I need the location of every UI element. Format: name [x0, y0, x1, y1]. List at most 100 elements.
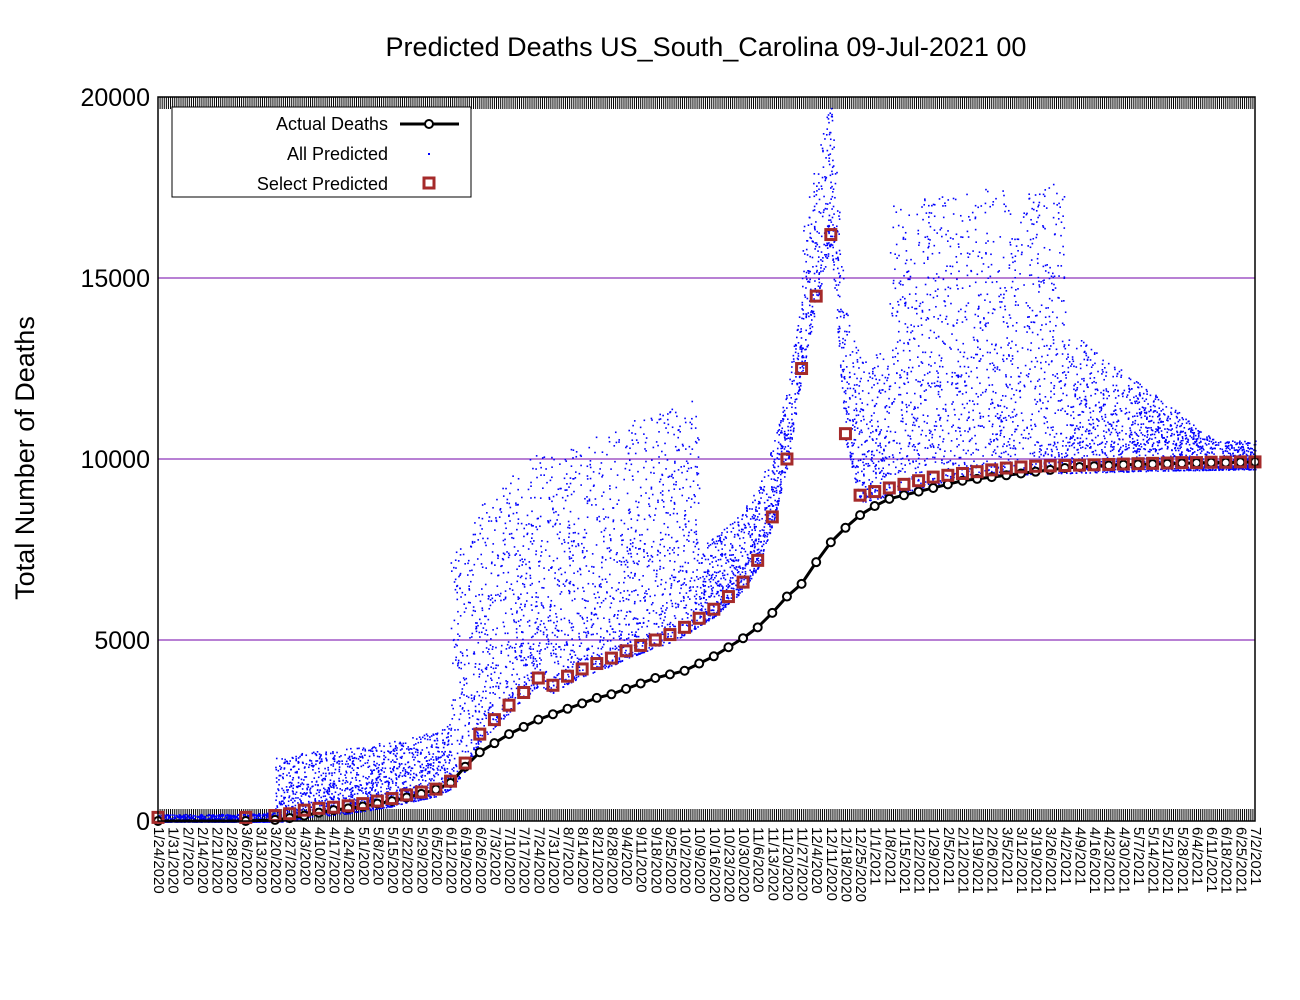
all-predicted-point	[1096, 418, 1099, 421]
all-predicted-point	[593, 613, 596, 616]
all-predicted-point	[998, 417, 1000, 420]
x-tick-label: 2/5/2021	[940, 827, 957, 885]
all-predicted-point	[950, 477, 952, 480]
all-predicted-point	[657, 499, 659, 502]
all-predicted-point	[713, 615, 716, 618]
all-predicted-point	[1038, 378, 1041, 381]
all-predicted-point	[904, 301, 907, 304]
all-predicted-point	[1170, 435, 1172, 437]
all-predicted-point	[387, 758, 390, 761]
all-predicted-point	[827, 255, 830, 257]
all-predicted-point	[862, 461, 864, 464]
all-predicted-point	[1178, 453, 1181, 456]
all-predicted-point	[938, 354, 941, 357]
all-predicted-point	[1017, 249, 1019, 252]
x-tick-label: 6/12/2020	[443, 827, 460, 894]
all-predicted-point	[502, 487, 504, 490]
all-predicted-point	[1006, 445, 1008, 447]
all-predicted-point	[768, 505, 771, 507]
all-predicted-point	[1188, 422, 1191, 425]
all-predicted-point	[827, 226, 830, 228]
all-predicted-point	[1239, 440, 1241, 443]
all-predicted-point	[554, 648, 557, 651]
all-predicted-point	[816, 190, 818, 192]
all-predicted-point	[935, 425, 938, 428]
x-tick-label: 12/18/2020	[837, 827, 854, 902]
all-predicted-point	[999, 405, 1002, 407]
all-predicted-point	[689, 589, 692, 592]
all-predicted-point	[1109, 470, 1111, 473]
all-predicted-point	[836, 289, 838, 291]
all-predicted-point	[1023, 384, 1026, 387]
all-predicted-point	[831, 173, 834, 175]
all-predicted-point	[491, 551, 494, 553]
all-predicted-point	[936, 232, 939, 234]
all-predicted-point	[818, 272, 821, 274]
all-predicted-point	[1204, 469, 1206, 471]
all-predicted-point	[486, 512, 488, 514]
all-predicted-point	[515, 621, 517, 624]
x-tick-label: 1/22/2021	[911, 827, 928, 894]
all-predicted-point	[994, 366, 996, 369]
all-predicted-point	[377, 793, 380, 795]
all-predicted-point	[1108, 394, 1110, 397]
all-predicted-point	[546, 481, 548, 484]
all-predicted-point	[398, 742, 401, 745]
all-predicted-point	[386, 780, 388, 783]
all-predicted-point	[671, 496, 673, 499]
all-predicted-point	[752, 572, 754, 575]
all-predicted-point	[728, 585, 730, 588]
all-predicted-point	[603, 518, 605, 520]
all-predicted-point	[640, 494, 642, 497]
all-predicted-point	[436, 746, 438, 749]
all-predicted-point	[700, 604, 703, 607]
all-predicted-point	[601, 495, 603, 497]
x-tick-label: 12/25/2020	[852, 827, 869, 902]
all-predicted-point	[413, 764, 416, 766]
all-predicted-point	[942, 408, 945, 410]
all-predicted-point	[596, 602, 599, 604]
all-predicted-point	[764, 534, 767, 537]
all-predicted-point	[667, 423, 670, 426]
all-predicted-point	[403, 767, 405, 769]
all-predicted-point	[546, 540, 549, 543]
all-predicted-point	[891, 314, 894, 317]
all-predicted-point	[295, 791, 298, 794]
all-predicted-point	[555, 624, 558, 627]
all-predicted-point	[457, 633, 459, 636]
all-predicted-point	[1030, 380, 1032, 383]
all-predicted-point	[1219, 448, 1222, 450]
all-predicted-point	[584, 674, 587, 677]
all-predicted-point	[904, 464, 906, 466]
all-predicted-point	[1045, 207, 1048, 209]
all-predicted-point	[938, 419, 941, 421]
all-predicted-point	[1133, 470, 1136, 472]
all-predicted-point	[481, 706, 483, 708]
all-predicted-point	[553, 604, 556, 607]
all-predicted-point	[882, 472, 885, 475]
all-predicted-point	[495, 633, 497, 636]
all-predicted-point	[1079, 383, 1082, 386]
all-predicted-point	[648, 503, 650, 505]
all-predicted-point	[509, 696, 512, 698]
all-predicted-point	[941, 340, 944, 343]
all-predicted-point	[906, 271, 909, 273]
all-predicted-point	[726, 559, 729, 562]
all-predicted-point	[828, 231, 830, 233]
all-predicted-point	[757, 548, 760, 551]
all-predicted-point	[463, 694, 465, 696]
all-predicted-point	[992, 201, 995, 203]
all-predicted-point	[939, 435, 941, 438]
all-predicted-point	[604, 558, 607, 561]
all-predicted-point	[885, 473, 887, 476]
all-predicted-point	[908, 293, 911, 296]
all-predicted-point	[544, 549, 547, 551]
all-predicted-point	[908, 441, 911, 444]
all-predicted-point	[1027, 348, 1029, 351]
all-predicted-point	[394, 747, 397, 750]
all-predicted-point	[341, 783, 344, 785]
all-predicted-point	[445, 736, 448, 739]
all-predicted-point	[711, 573, 714, 576]
all-predicted-point	[1222, 468, 1225, 470]
all-predicted-point	[550, 599, 553, 602]
